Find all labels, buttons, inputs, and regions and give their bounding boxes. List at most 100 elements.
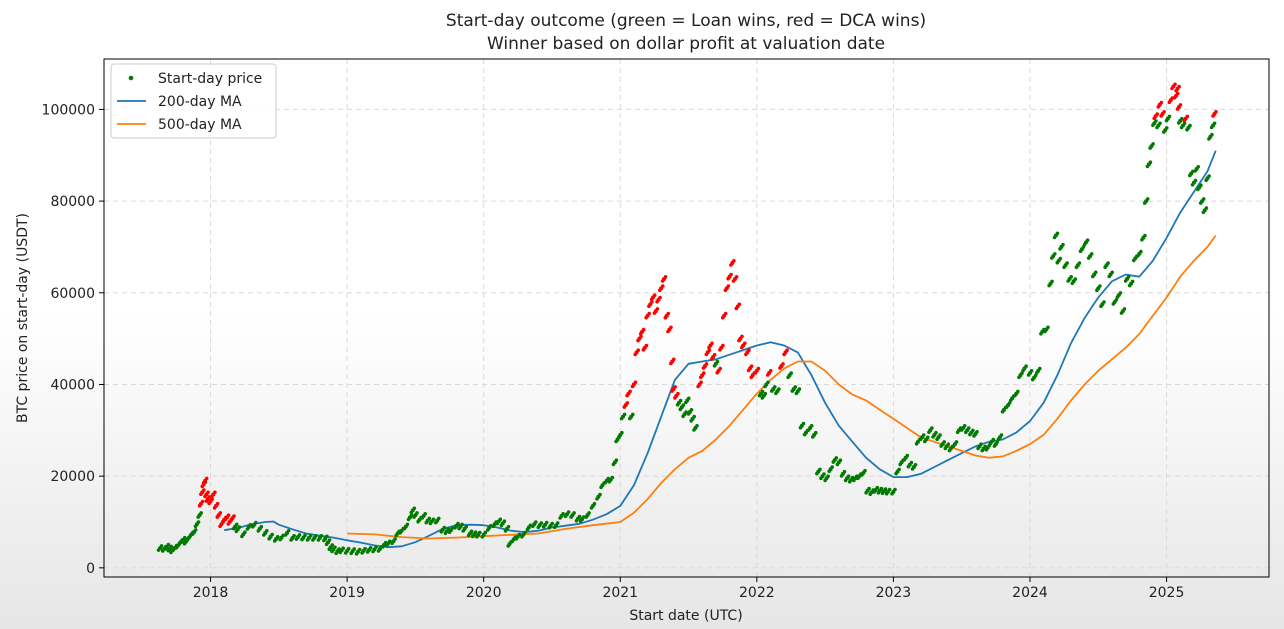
price-point-jitter xyxy=(1178,103,1183,107)
price-point-jitter xyxy=(962,424,967,428)
price-point-jitter xyxy=(1154,119,1158,123)
price-point-jitter xyxy=(1188,173,1192,178)
price-point-jitter xyxy=(852,478,856,483)
price-point-jitter xyxy=(675,403,680,407)
price-point-jitter xyxy=(913,463,918,467)
price-point-jitter xyxy=(906,464,911,469)
price-point-jitter xyxy=(491,524,496,529)
price-point-jitter xyxy=(1073,277,1078,281)
price-point-jitter xyxy=(1058,247,1062,251)
price-point-jitter xyxy=(883,487,888,491)
price-point-jitter xyxy=(169,544,173,549)
price-point-jitter xyxy=(237,525,242,529)
price-point-jitter xyxy=(729,272,733,277)
price-point-jitter xyxy=(199,492,203,497)
x-tick-label: 2021 xyxy=(602,585,638,601)
chart-title: Start-day outcome (green = Loan wins, re… xyxy=(446,11,926,31)
price-point-jitter xyxy=(931,435,935,439)
price-point-jitter xyxy=(409,510,414,515)
price-point-jitter xyxy=(650,300,654,304)
price-point-jitter xyxy=(1021,368,1025,373)
price-point-jitter xyxy=(1098,284,1102,288)
price-point-jitter xyxy=(935,437,939,442)
price-point-jitter xyxy=(204,476,209,481)
price-point-jitter xyxy=(811,435,815,439)
price-point-jitter xyxy=(774,391,778,396)
x-axis-label: Start date (UTC) xyxy=(629,608,742,624)
price-point-jitter xyxy=(909,460,914,465)
price-point-jitter xyxy=(876,491,881,495)
price-point-jitter xyxy=(766,380,770,385)
price-point-jitter xyxy=(617,435,621,439)
price-point-jitter xyxy=(704,352,709,357)
price-point-jitter xyxy=(880,491,885,496)
price-point-jitter xyxy=(631,412,635,417)
y-tick-label: 40000 xyxy=(50,377,95,393)
price-point-jitter xyxy=(1029,369,1034,373)
price-point-jitter xyxy=(544,520,549,525)
price-point-jitter xyxy=(210,497,214,502)
price-point-jitter xyxy=(498,517,503,522)
price-point-jitter xyxy=(563,514,568,518)
price-point-jitter xyxy=(1000,409,1005,414)
price-point-jitter xyxy=(1190,183,1195,187)
price-point-jitter xyxy=(566,510,571,514)
chart-subtitle: Winner based on dollar profit at valuati… xyxy=(487,34,885,54)
price-point-jitter xyxy=(371,549,375,554)
price-point-jitter xyxy=(743,341,747,346)
price-point-jitter xyxy=(749,364,754,369)
price-point-jitter xyxy=(531,524,535,529)
price-point-jitter xyxy=(502,519,507,523)
price-point-jitter xyxy=(967,426,971,430)
price-point-jitter xyxy=(1167,114,1172,119)
price-point-jitter xyxy=(283,533,288,537)
price-point-jitter xyxy=(1145,164,1150,169)
price-point-jitter xyxy=(234,522,239,527)
price-point-jitter xyxy=(991,437,996,442)
price-point-jitter xyxy=(1139,249,1143,254)
price-point-jitter xyxy=(610,475,615,480)
price-point-jitter xyxy=(327,547,332,551)
price-point-jitter xyxy=(160,549,165,553)
price-point-jitter xyxy=(1151,123,1155,127)
price-point-jitter xyxy=(1082,242,1087,247)
price-point-jitter xyxy=(466,533,471,538)
price-point-jitter xyxy=(619,416,624,421)
price-point-jitter xyxy=(308,534,313,538)
price-point-jitter xyxy=(423,512,428,516)
price-point-jitter xyxy=(572,511,576,515)
price-point-jitter xyxy=(893,487,897,492)
price-point-jitter xyxy=(737,302,742,307)
price-point-jitter xyxy=(707,348,712,353)
price-point-jitter xyxy=(442,525,447,530)
price-point-jitter xyxy=(702,371,706,375)
price-point-jitter xyxy=(256,529,261,533)
axis-ticks: 2018 2019 2020 2021 2022 2023 2024 2025 0 20000 40… xyxy=(42,102,1185,601)
price-point-jitter xyxy=(678,407,683,412)
price-point-jitter xyxy=(798,425,803,430)
y-axis-label: BTC price on start-day (USDT) xyxy=(15,213,31,423)
price-point-jitter xyxy=(1070,281,1075,286)
price-point-jitter xyxy=(995,440,1000,444)
plot-frame xyxy=(103,58,1270,578)
price-point-jitter xyxy=(1055,260,1060,265)
price-point-jitter xyxy=(914,442,919,446)
price-point-jitter xyxy=(1201,210,1206,215)
price-point-jitter xyxy=(1046,325,1050,330)
price-point-jitter xyxy=(663,275,668,279)
price-point-jitter xyxy=(678,398,683,403)
price-point-jitter xyxy=(1103,265,1107,270)
price-point-jitter xyxy=(183,535,187,540)
price-point-jitter xyxy=(169,550,173,555)
price-point-jitter xyxy=(357,547,362,552)
x-tick-label: 2018 xyxy=(193,585,229,601)
price-point-jitter xyxy=(806,428,811,432)
price-point-jitter xyxy=(470,534,475,539)
price-point-jitter xyxy=(863,468,867,473)
price-point-jitter xyxy=(240,534,244,539)
price-point-jitter xyxy=(785,348,789,353)
price-point-jitter xyxy=(1211,114,1215,118)
price-point-jitter xyxy=(234,529,239,534)
price-point-jitter xyxy=(322,538,326,543)
